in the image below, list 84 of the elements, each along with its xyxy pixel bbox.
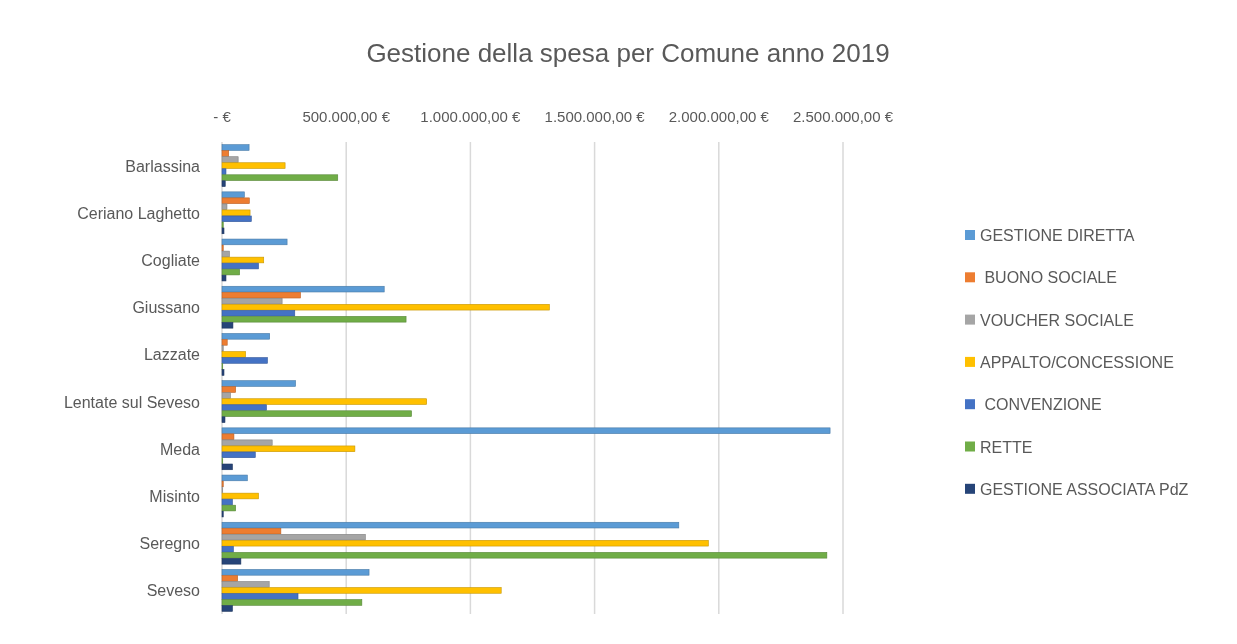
bar <box>221 268 240 276</box>
bar <box>221 180 226 187</box>
chart-title: Gestione della spesa per Comune anno 2019 <box>366 38 890 68</box>
bar <box>221 333 270 340</box>
y-tick-label: Seveso <box>146 582 201 600</box>
bar <box>221 587 502 594</box>
bar <box>221 463 233 471</box>
bar <box>221 433 235 440</box>
bar <box>221 427 831 434</box>
bar <box>221 605 233 612</box>
x-tick-label: 1.500.000,00 € <box>544 108 646 125</box>
bar <box>221 351 246 358</box>
bar <box>221 339 228 346</box>
y-tick-label: Barlassina <box>125 157 201 175</box>
bar <box>221 150 230 157</box>
y-tick-label: Lazzate <box>143 346 201 364</box>
bar <box>221 262 259 270</box>
bar <box>221 599 363 606</box>
bar <box>221 322 234 329</box>
bar <box>221 316 407 323</box>
x-tick-label: - € <box>213 108 232 125</box>
bar <box>221 540 709 547</box>
bar <box>221 174 339 181</box>
y-tick-label: Misinto <box>149 488 201 505</box>
bar <box>221 156 239 163</box>
bar <box>221 209 251 216</box>
bar <box>221 144 250 151</box>
x-tick-label: 2.000.000,00 € <box>668 108 770 125</box>
bar <box>221 357 268 364</box>
bar <box>221 304 550 311</box>
x-tick-label: 500.000,00 € <box>302 108 391 125</box>
legend-label: BUONO SOCIALE <box>980 269 1117 287</box>
bar <box>221 298 283 305</box>
legend-label: VOUCHER SOCIALE <box>980 311 1134 329</box>
bar <box>221 310 296 317</box>
bar <box>221 581 270 588</box>
legend-label: APPALTO/CONCESSIONE <box>980 353 1174 371</box>
bar <box>221 546 234 553</box>
x-tick-label: 2.500.000,00 € <box>792 108 894 125</box>
bar <box>221 168 227 175</box>
bar <box>221 380 296 387</box>
bar <box>221 291 301 299</box>
bar <box>221 498 233 506</box>
legend-label: GESTIONE ASSOCIATA PdZ <box>980 480 1189 498</box>
y-tick-label: Cogliate <box>141 252 201 269</box>
bar <box>221 534 366 541</box>
bar <box>221 410 412 417</box>
bar <box>221 451 256 458</box>
y-tick-label: Seregno <box>139 535 201 553</box>
bar <box>221 575 238 582</box>
y-tick-label: Giussano <box>132 299 201 317</box>
bar <box>221 250 230 258</box>
bar <box>221 386 236 393</box>
bar <box>221 569 370 576</box>
bar <box>221 197 250 204</box>
bar <box>221 256 265 264</box>
bar <box>221 392 231 399</box>
bar <box>221 404 267 411</box>
y-tick-label: Meda <box>159 440 201 458</box>
bar <box>221 238 288 246</box>
bar <box>221 445 356 452</box>
y-tick-label: Ceriano Laghetto <box>77 204 201 222</box>
bar <box>221 162 286 169</box>
legend-label: CONVENZIONE <box>980 396 1102 414</box>
bar <box>221 274 227 282</box>
bar <box>221 558 242 565</box>
bar <box>221 492 259 500</box>
bar <box>221 474 248 482</box>
y-tick-label: Lentate sul Seveso <box>63 393 201 411</box>
bar <box>221 527 282 535</box>
x-tick-label: 1.000.000,00 € <box>420 108 522 125</box>
bar <box>221 215 252 222</box>
bar <box>221 552 828 559</box>
legend-label: GESTIONE DIRETTA <box>980 227 1135 244</box>
bar <box>221 504 236 512</box>
bar <box>221 416 226 423</box>
bar <box>221 191 245 198</box>
bar <box>221 203 228 210</box>
bar <box>221 593 299 600</box>
bar <box>221 285 385 293</box>
bar <box>221 398 427 405</box>
bar <box>221 521 680 529</box>
bar <box>221 439 273 446</box>
legend-label: RETTE <box>980 438 1033 456</box>
